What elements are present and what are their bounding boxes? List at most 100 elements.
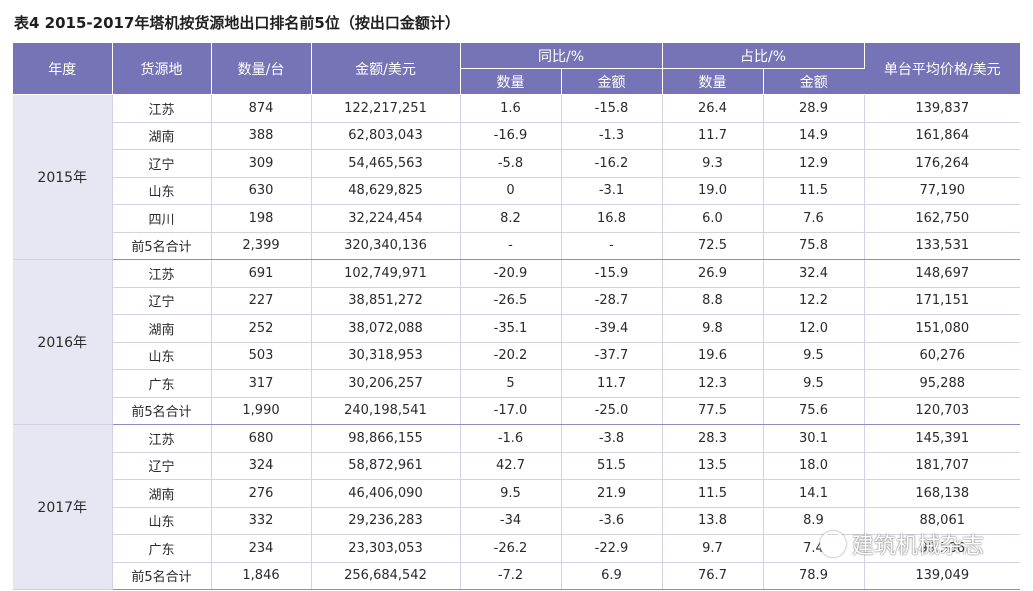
- table-row: 前5名合计 1,990 240,198,541 -17.0 -25.0 77.5 75.6 1…: [13, 397, 1020, 425]
- share-amount-cell: 18.0: [763, 452, 865, 480]
- amount-cell: 320,340,136: [311, 232, 461, 260]
- share-amount-cell: 30.1: [763, 424, 865, 453]
- table-row: 广东 317 30,206,257 5 11.7 12.3 9.5 95,288: [13, 369, 1020, 398]
- header-share: 占比/%: [662, 43, 865, 69]
- table-row: 湖南 388 62,803,043 -16.9 -1.3 11.7 14.9 161,864: [13, 122, 1020, 150]
- share-quantity-cell: 77.5: [662, 397, 764, 425]
- quantity-cell: 691: [211, 259, 312, 288]
- share-quantity-cell: 19.6: [662, 342, 764, 370]
- source-cell: 广东: [112, 534, 212, 563]
- source-cell: 江苏: [112, 94, 212, 123]
- yoy-amount-cell: -3.1: [561, 177, 663, 205]
- quantity-cell: 680: [211, 424, 312, 453]
- source-cell: 辽宁: [112, 452, 212, 480]
- share-quantity-cell: 76.7: [662, 562, 764, 590]
- amount-cell: 58,872,961: [311, 452, 461, 480]
- source-cell: 湖南: [112, 122, 212, 150]
- header-source: 货源地: [112, 43, 212, 95]
- amount-cell: 102,749,971: [311, 259, 461, 288]
- amount-cell: 256,684,542: [311, 562, 461, 590]
- quantity-cell: 1,990: [211, 397, 312, 425]
- share-amount-cell: 8.9: [763, 507, 865, 535]
- yoy-amount-cell: -28.7: [561, 287, 663, 315]
- amount-cell: 62,803,043: [311, 122, 461, 150]
- yoy-amount-cell: 16.8: [561, 204, 663, 233]
- table-row: 湖南 276 46,406,090 9.5 21.9 11.5 14.1 168,138: [13, 479, 1020, 508]
- avg-price-cell: 120,703: [864, 397, 1020, 425]
- source-cell: 江苏: [112, 259, 212, 288]
- avg-price-cell: 99,586: [864, 534, 1020, 563]
- share-amount-cell: 9.5: [763, 342, 865, 370]
- share-quantity-cell: 8.8: [662, 287, 764, 315]
- year-cell: 2016年: [13, 259, 113, 425]
- share-quantity-cell: 12.3: [662, 369, 764, 398]
- share-quantity-cell: 28.3: [662, 424, 764, 453]
- quantity-cell: 198: [211, 204, 312, 233]
- yoy-amount-cell: -39.4: [561, 314, 663, 343]
- avg-price-cell: 77,190: [864, 177, 1020, 205]
- source-cell: 湖南: [112, 479, 212, 508]
- export-ranking-table: 年度 货源地 数量/台 金额/美元 同比/% 占比/% 单台平均价格/美元 数量…: [13, 43, 1020, 590]
- table-row: 山东 630 48,629,825 0 -3.1 19.0 11.5 77,190: [13, 177, 1020, 205]
- quantity-cell: 234: [211, 534, 312, 563]
- yoy-amount-cell: 6.9: [561, 562, 663, 590]
- avg-price-cell: 139,837: [864, 94, 1020, 123]
- yoy-quantity-cell: -35.1: [460, 314, 562, 343]
- avg-price-cell: 60,276: [864, 342, 1020, 370]
- table-row: 广东 234 23,303,053 -26.2 -22.9 9.7 7.4 99,586: [13, 534, 1020, 563]
- header-amount: 金额/美元: [311, 43, 461, 95]
- quantity-cell: 276: [211, 479, 312, 508]
- avg-price-cell: 133,531: [864, 232, 1020, 260]
- source-cell: 前5名合计: [112, 397, 212, 425]
- share-quantity-cell: 9.8: [662, 314, 764, 343]
- year-cell: 2015年: [13, 94, 113, 260]
- avg-price-cell: 181,707: [864, 452, 1020, 480]
- yoy-quantity-cell: 5: [460, 369, 562, 398]
- avg-price-cell: 88,061: [864, 507, 1020, 535]
- avg-price-cell: 162,750: [864, 204, 1020, 233]
- quantity-cell: 332: [211, 507, 312, 535]
- share-amount-cell: 28.9: [763, 94, 865, 123]
- yoy-amount-cell: 11.7: [561, 369, 663, 398]
- quantity-cell: 388: [211, 122, 312, 150]
- share-amount-cell: 7.4: [763, 534, 865, 563]
- quantity-cell: 252: [211, 314, 312, 343]
- share-amount-cell: 9.5: [763, 369, 865, 398]
- amount-cell: 38,851,272: [311, 287, 461, 315]
- yoy-amount-cell: -25.0: [561, 397, 663, 425]
- table-row: 辽宁 227 38,851,272 -26.5 -28.7 8.8 12.2 171,151: [13, 287, 1020, 315]
- avg-price-cell: 95,288: [864, 369, 1020, 398]
- table-row: 2015年 江苏 874 122,217,251 1.6 -15.8 26.4 28.9 139…: [13, 94, 1020, 260]
- quantity-cell: 874: [211, 94, 312, 123]
- quantity-cell: 630: [211, 177, 312, 205]
- share-amount-cell: 11.5: [763, 177, 865, 205]
- yoy-amount-cell: -1.3: [561, 122, 663, 150]
- yoy-amount-cell: 51.5: [561, 452, 663, 480]
- amount-cell: 32,224,454: [311, 204, 461, 233]
- share-quantity-cell: 13.8: [662, 507, 764, 535]
- table-row: 前5名合计 2,399 320,340,136- -72.5 75.8 133,531: [13, 232, 1020, 260]
- header-yoy-amount: 金额: [561, 68, 663, 95]
- yoy-quantity-cell: -: [460, 232, 562, 260]
- quantity-cell: 309: [211, 149, 312, 178]
- share-quantity-cell: 9.3: [662, 149, 764, 178]
- quantity-cell: 317: [211, 369, 312, 398]
- share-amount-cell: 14.9: [763, 122, 865, 150]
- quantity-cell: 324: [211, 452, 312, 480]
- yoy-quantity-cell: 1.6: [460, 94, 562, 123]
- source-cell: 辽宁: [112, 287, 212, 315]
- share-amount-cell: 12.0: [763, 314, 865, 343]
- avg-price-cell: 145,391: [864, 424, 1020, 453]
- watermark-text: 建筑机械杂志: [852, 534, 985, 559]
- share-amount-cell: 75.8: [763, 232, 865, 260]
- avg-price-cell: 176,264: [864, 149, 1020, 178]
- table-body: 2015年 江苏 874 122,217,251 1.6 -15.8 26.4 28.9 139…: [13, 94, 1020, 590]
- yoy-quantity-cell: -7.2: [460, 562, 562, 590]
- table-row: 山东 503 30,318,953 -20.2 -37.7 19.6 9.5 60,276: [13, 342, 1020, 370]
- yoy-amount-cell: -: [561, 232, 663, 260]
- source-cell: 前5名合计: [112, 232, 212, 260]
- yoy-quantity-cell: 9.5: [460, 479, 562, 508]
- header-share-quantity: 数量: [662, 68, 764, 95]
- header-yoy: 同比/%: [460, 43, 663, 69]
- share-amount-cell: 12.9: [763, 149, 865, 178]
